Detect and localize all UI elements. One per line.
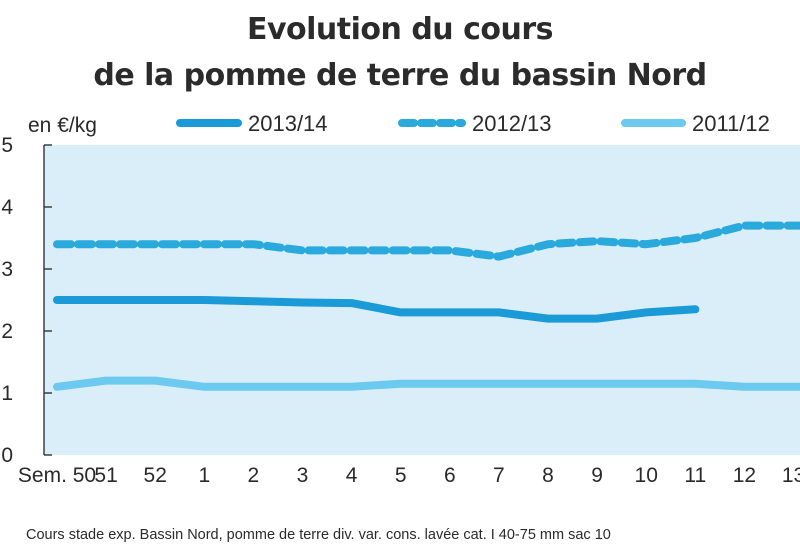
source-note: Cours stade exp. Bassin Nord, pomme de t… bbox=[26, 527, 611, 543]
x-tick-label: 5 bbox=[395, 464, 407, 487]
y-tick-label: 5 bbox=[1, 134, 13, 157]
x-tick-label: 2 bbox=[248, 464, 260, 487]
x-tick-label: 51 bbox=[94, 464, 117, 487]
chart-title: Evolution du cours bbox=[246, 12, 554, 47]
x-tick-label: 3 bbox=[297, 464, 309, 487]
x-tick-label: 52 bbox=[144, 464, 167, 487]
series-line-2013-14 bbox=[53, 296, 700, 323]
y-tick-label: 3 bbox=[1, 258, 13, 281]
y-unit-label: en €/kg bbox=[28, 114, 97, 137]
y-tick-label: 0 bbox=[1, 444, 13, 467]
y-tick-label: 2 bbox=[1, 320, 13, 343]
x-tick-label: 10 bbox=[635, 464, 658, 487]
x-tick-label: 12 bbox=[733, 464, 756, 487]
y-tick-label: 1 bbox=[1, 382, 13, 405]
x-tick-label: 6 bbox=[444, 464, 456, 487]
x-tick-label: 4 bbox=[346, 464, 358, 487]
x-tick-label: 1 bbox=[198, 464, 210, 487]
series-line-2011-12 bbox=[53, 376, 800, 391]
x-tick-label: 11 bbox=[684, 464, 706, 487]
series-line-2012-13 bbox=[53, 221, 800, 261]
chart-subtitle: de la pomme de terre du bassin Nord bbox=[93, 58, 707, 93]
x-tick-label: 7 bbox=[493, 464, 505, 487]
y-tick-label: 4 bbox=[1, 196, 13, 219]
legend-label-2012-13: 2012/13 bbox=[472, 111, 552, 136]
x-tick-label: 8 bbox=[542, 464, 554, 487]
x-tick-label: 9 bbox=[591, 464, 603, 487]
x-tick-label: Sem. 50 bbox=[18, 464, 96, 487]
legend-label-2013-14: 2013/14 bbox=[248, 111, 328, 136]
legend-label-2011-12: 2011/12 bbox=[692, 111, 770, 136]
x-tick-label: 13 bbox=[782, 464, 800, 487]
